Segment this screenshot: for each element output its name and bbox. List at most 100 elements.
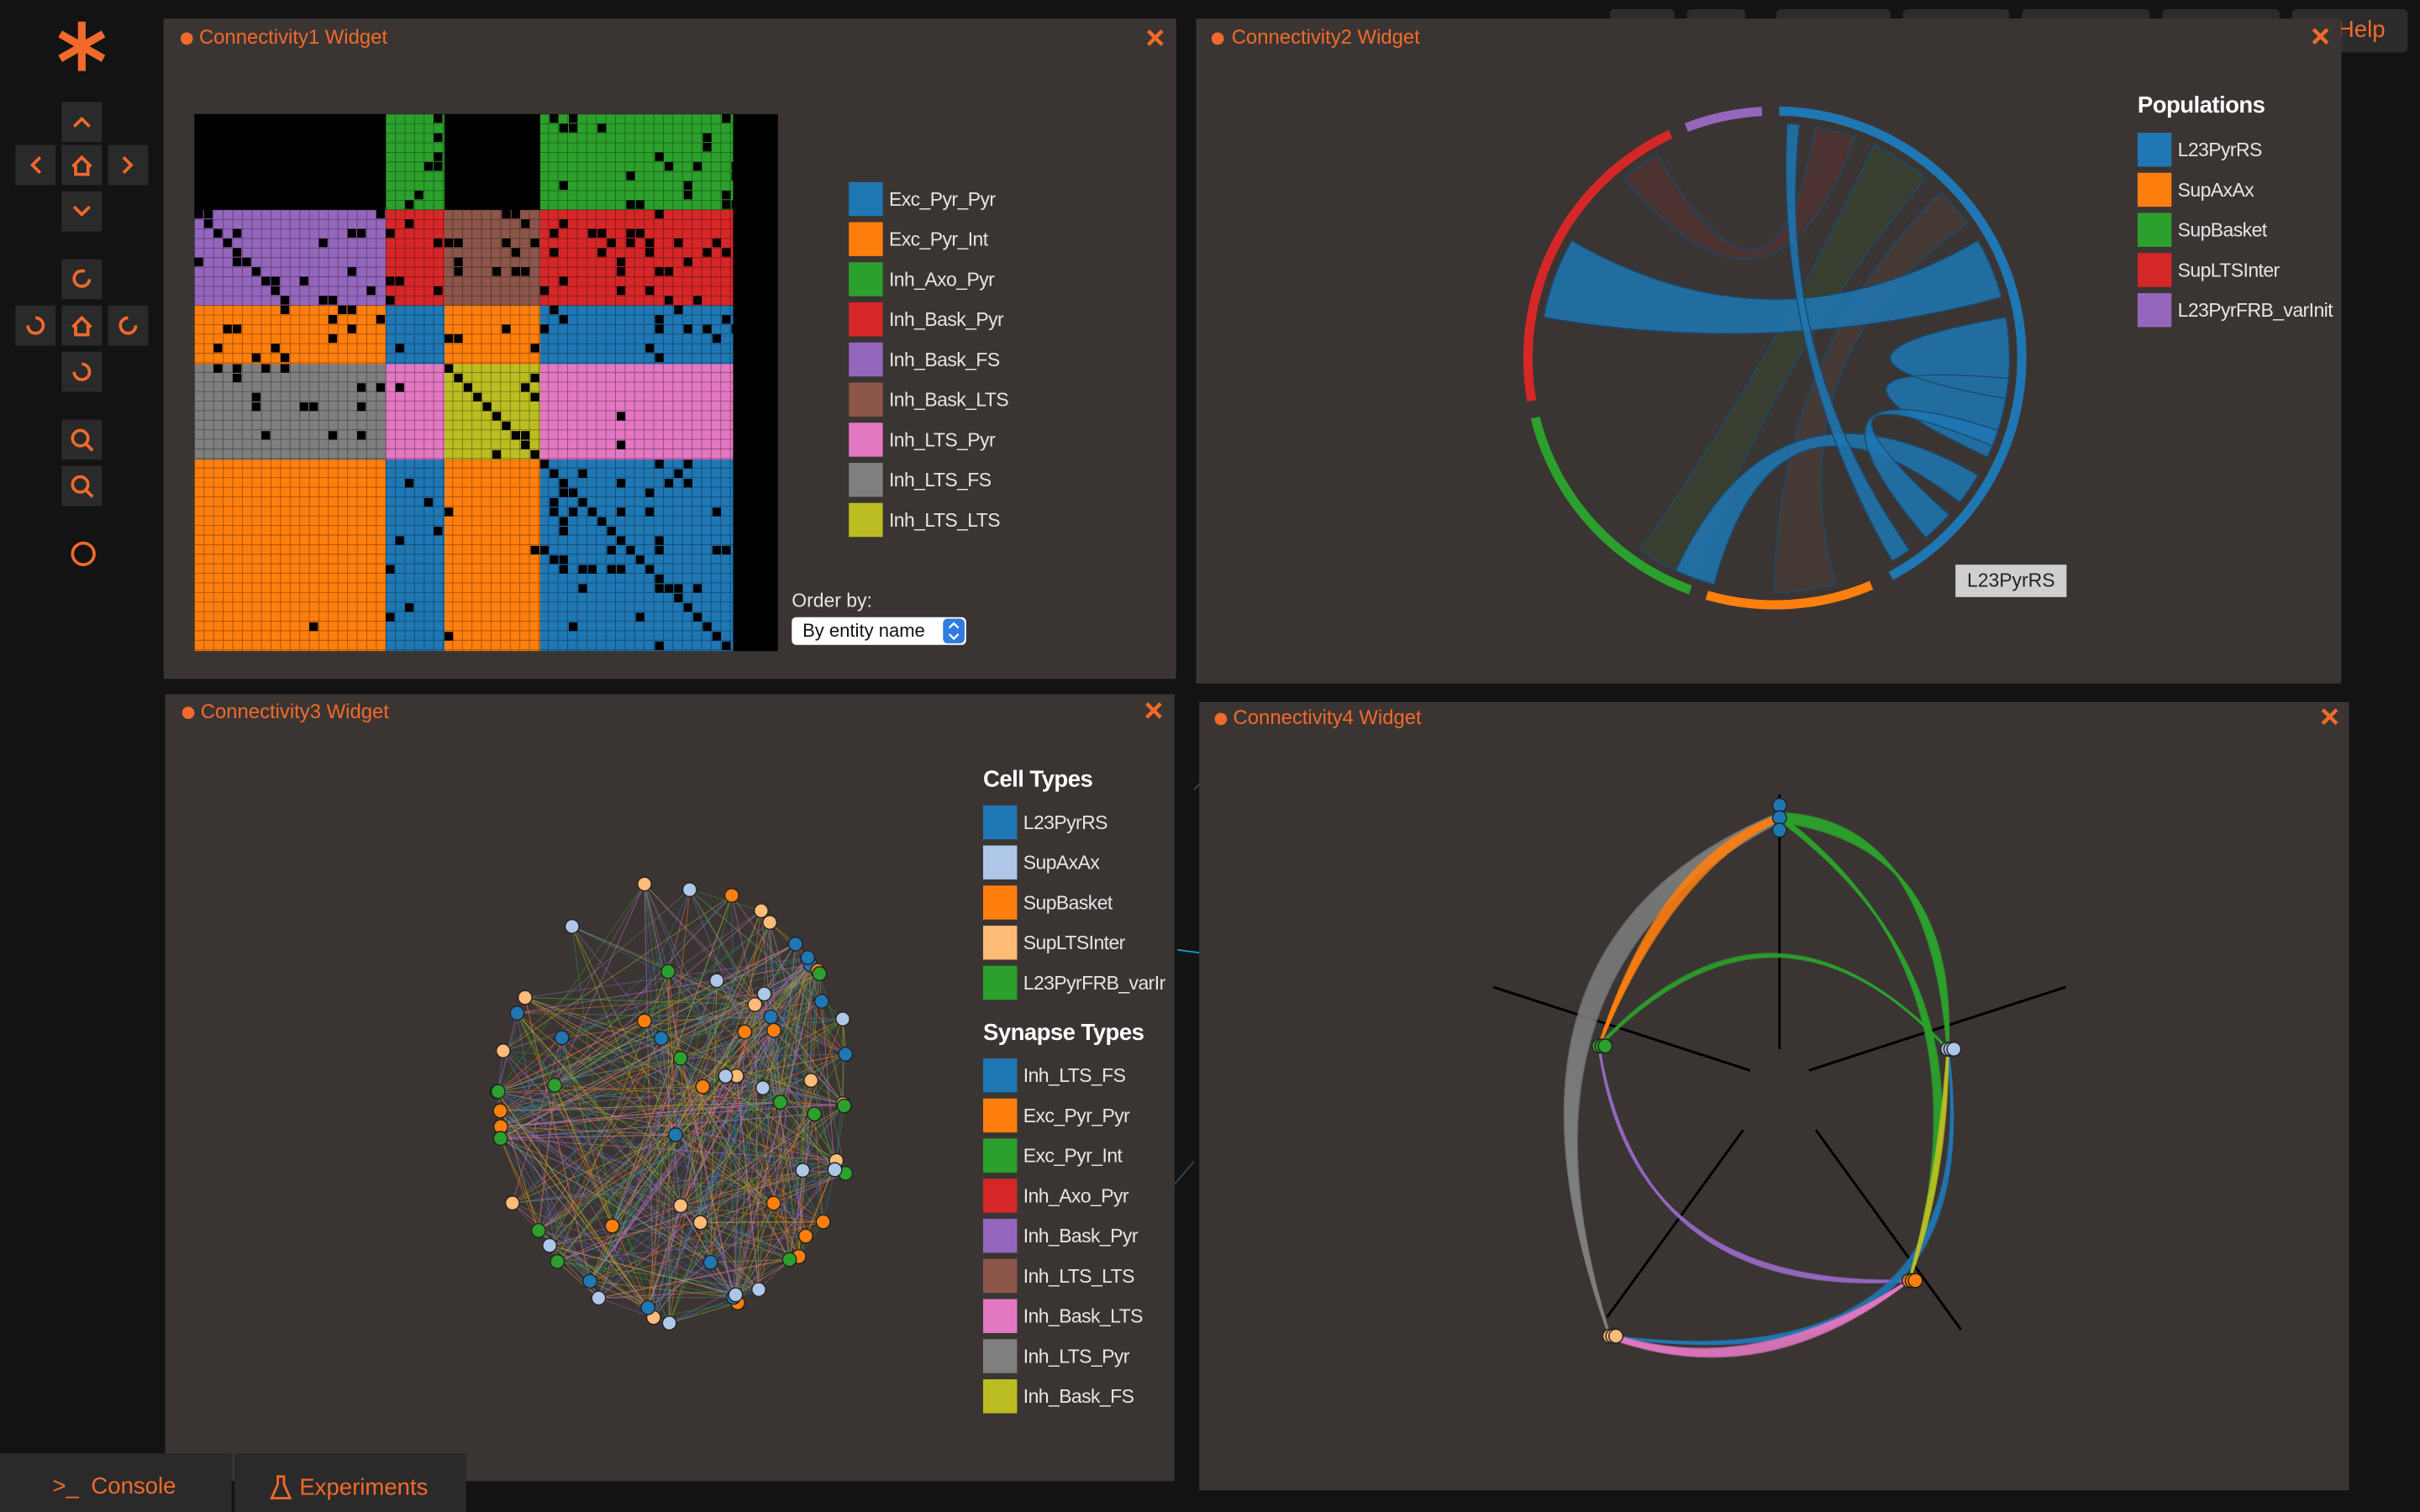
zoom-controls[interactable]	[61, 419, 103, 507]
matrix-cell	[366, 286, 376, 296]
graph-edge	[660, 1016, 771, 1039]
graph-edge	[647, 973, 820, 1308]
graph-edge	[744, 1032, 835, 1170]
graph-edge	[517, 1012, 843, 1020]
legend-swatch	[849, 302, 883, 337]
graph-edge	[500, 1126, 835, 1171]
graph-edge	[500, 1110, 736, 1295]
graph-edge	[497, 1091, 649, 1309]
matrix-block	[386, 364, 445, 460]
graph-edge	[524, 996, 755, 1005]
graph-edge	[669, 1302, 739, 1324]
graph-edge	[675, 895, 733, 1136]
chord-diagram	[1523, 106, 2027, 610]
console-tab[interactable]	[0, 1453, 232, 1512]
graph-edge	[769, 922, 772, 1017]
matrix-cell	[444, 333, 454, 344]
graph-node	[653, 1031, 669, 1047]
matrix-cell	[386, 228, 395, 238]
matrix-cell	[502, 421, 511, 431]
graph-edge	[702, 1086, 846, 1174]
graph-edge	[499, 1110, 649, 1309]
legend-label: Inh_Bask_FS	[889, 349, 1000, 370]
pan-controls[interactable]	[15, 102, 149, 232]
legend-swatch	[849, 222, 883, 256]
graph-edge	[733, 1169, 835, 1298]
graph-edge	[724, 1075, 800, 1257]
matrix-cell	[674, 238, 683, 248]
graph-edge	[644, 884, 771, 1017]
graph-node	[702, 1254, 718, 1270]
graph-edge	[502, 895, 733, 1052]
graph-edge	[647, 890, 691, 1308]
close-button[interactable]	[1145, 701, 1162, 719]
graph-edge	[700, 1221, 823, 1223]
graph-edge	[644, 884, 738, 1077]
matrix-cell	[655, 324, 664, 333]
matrix-cell	[242, 257, 251, 267]
matrix-cell	[530, 449, 539, 459]
graph-edge	[680, 1205, 739, 1304]
matrix-cell	[655, 459, 664, 469]
matrix-cell	[454, 238, 463, 248]
matrix-cell	[280, 305, 290, 314]
hive-link	[1907, 1050, 1949, 1281]
graph-edge	[524, 997, 823, 1222]
matrix-cell	[683, 603, 692, 612]
matrix-cell	[454, 333, 463, 344]
matrix-cell	[261, 431, 271, 440]
widget-title: Connectivity2 Widget	[1232, 26, 1420, 49]
github-icon[interactable]	[71, 541, 96, 567]
close-button[interactable]	[2312, 28, 2329, 45]
experiments-tab[interactable]	[234, 1453, 466, 1512]
graph-node	[747, 996, 763, 1012]
graph-edge	[710, 1160, 837, 1263]
legend-swatch	[849, 382, 883, 417]
matrix-cell	[655, 353, 664, 362]
matrix-cell	[683, 479, 692, 488]
legend-swatch	[849, 502, 883, 538]
matrix-cell	[722, 113, 731, 123]
matrix-cell	[578, 497, 587, 507]
matrix-cell	[357, 402, 366, 412]
graph-edge	[502, 1050, 655, 1318]
graph-edge	[644, 1021, 736, 1295]
graph-edge	[516, 1012, 555, 1086]
matrix-cell	[434, 238, 443, 248]
graph-edge	[549, 1173, 846, 1247]
order-select[interactable]	[792, 617, 966, 645]
graph-node	[834, 1011, 850, 1027]
legend-label: Exc_Pyr_Int	[1023, 1145, 1123, 1167]
graph-edge	[675, 1018, 844, 1136]
graph-edge	[716, 957, 808, 981]
graph-edge	[497, 1058, 681, 1093]
legend-title: Cell Types	[983, 766, 1092, 792]
matrix-cell	[626, 238, 635, 248]
tooltip	[1955, 564, 2067, 597]
matrix-cell	[645, 286, 655, 296]
graph-edge	[680, 1016, 771, 1059]
legend-label: Inh_Bask_LTS	[889, 389, 1008, 411]
graph-edge	[680, 1030, 775, 1206]
close-button[interactable]	[2321, 708, 2338, 725]
matrix-cell	[203, 219, 213, 228]
graph-edge	[538, 1053, 846, 1231]
matrix-cell	[587, 507, 597, 517]
close-button[interactable]	[1146, 29, 1164, 46]
graph-edge	[589, 1113, 815, 1282]
graph-edge	[653, 1038, 662, 1318]
graph-node	[530, 1222, 546, 1238]
graph-edge	[680, 1053, 846, 1059]
matrix-block	[539, 364, 734, 460]
matrix-cell	[434, 161, 443, 171]
graph-edge	[731, 895, 846, 1055]
graph-edge	[769, 921, 837, 1161]
graph-edge	[762, 1018, 844, 1089]
matrix-cell	[194, 257, 203, 267]
graph-edge	[710, 911, 762, 1263]
graph-edge	[554, 1084, 760, 1290]
matrix-cell	[395, 536, 404, 545]
rotate-controls[interactable]	[15, 259, 149, 392]
graph-edge	[667, 971, 671, 1324]
